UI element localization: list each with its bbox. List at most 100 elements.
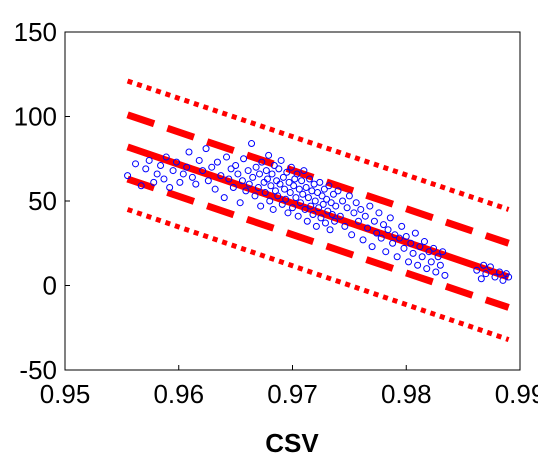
scatter-point xyxy=(328,211,336,219)
scatter-point xyxy=(293,170,301,178)
x-tick-label: 0.96 xyxy=(153,379,204,409)
scatter-point xyxy=(321,219,329,227)
scatter-point xyxy=(350,209,358,217)
scatter-point xyxy=(398,222,406,230)
scatter-point xyxy=(389,239,397,247)
scatter-point xyxy=(348,231,356,239)
y-tick-label: 100 xyxy=(14,102,57,132)
scatter-point xyxy=(477,275,485,283)
scatter-point xyxy=(277,156,285,164)
scatter-point xyxy=(270,162,278,170)
scatter-point xyxy=(311,197,319,205)
scatter-point xyxy=(132,160,140,168)
scatter-point xyxy=(183,163,191,171)
scatter-point xyxy=(405,258,413,266)
scatter-point xyxy=(269,205,277,213)
points-layer xyxy=(124,140,513,284)
scatter-point xyxy=(265,151,273,159)
scatter-point xyxy=(261,189,269,197)
scatter-point xyxy=(345,192,353,200)
scatter-point xyxy=(251,192,259,200)
scatter-point xyxy=(220,194,228,202)
scatter-point xyxy=(289,204,296,212)
scatter-point xyxy=(202,145,210,153)
scatter-point xyxy=(307,202,315,210)
scatter-point xyxy=(420,238,428,246)
scatter-point xyxy=(176,178,184,186)
scatter-point xyxy=(199,167,207,175)
scatter-point xyxy=(217,172,225,180)
scatter-point xyxy=(400,244,408,252)
scatter-point xyxy=(245,180,253,188)
scatter-point xyxy=(244,167,252,175)
scatter-point xyxy=(327,199,335,207)
scatter-point xyxy=(339,197,347,205)
scatter-point xyxy=(393,253,401,261)
dotted-bound-line xyxy=(126,78,510,212)
x-axis-label: CSV xyxy=(265,428,319,458)
scatter-point xyxy=(225,175,233,183)
scatter-point xyxy=(137,182,145,190)
scatter-point xyxy=(179,170,187,178)
scatter-point xyxy=(425,248,433,256)
scatter-point xyxy=(287,163,295,171)
scatter-point xyxy=(294,212,302,220)
scatter-point xyxy=(352,199,360,207)
dashed-bound-line xyxy=(126,111,510,247)
scatter-point xyxy=(317,214,325,222)
scatter-point xyxy=(315,204,323,212)
scatter-point xyxy=(188,173,196,181)
scatter-point xyxy=(359,236,367,244)
scatter-point xyxy=(343,204,351,212)
scatter-point xyxy=(386,214,394,222)
scatter-point xyxy=(124,172,132,180)
scatter-point xyxy=(316,178,324,186)
scatter-point xyxy=(234,170,242,178)
scatter-point xyxy=(227,165,235,173)
scatter-point xyxy=(414,261,422,269)
scatter-point xyxy=(281,185,289,193)
scatter-point xyxy=(208,163,216,171)
scatter-point xyxy=(195,156,203,164)
scatter-point xyxy=(366,202,374,210)
scatter-point xyxy=(505,273,513,281)
scatter-point xyxy=(236,199,244,207)
scatter-point xyxy=(312,222,320,230)
scatter-point xyxy=(166,183,174,191)
series-layer xyxy=(126,78,510,342)
scatter-point xyxy=(418,253,426,261)
scatter-point xyxy=(319,200,327,208)
ticks-layer: 0.95 0.96 0.97 0.98 0.99 -50 0 50 100 150 xyxy=(14,17,538,409)
scatter-point xyxy=(416,243,424,251)
scatter-point xyxy=(257,202,265,210)
scatter-point xyxy=(441,271,449,279)
scatter-point xyxy=(160,175,168,183)
scatter-point xyxy=(432,268,440,276)
scatter-point xyxy=(285,178,293,186)
scatter-point xyxy=(157,162,165,170)
scatter-point xyxy=(172,158,180,166)
scatter-point xyxy=(326,226,334,234)
dashed-bound-line xyxy=(126,175,510,311)
scatter-point xyxy=(486,263,494,271)
scatter-point xyxy=(430,244,438,252)
x-tick-label: 0.97 xyxy=(267,379,318,409)
scatter-point xyxy=(254,183,262,191)
scatter-point xyxy=(496,268,504,276)
scatter-point xyxy=(314,189,322,197)
scatter-point xyxy=(268,170,276,178)
scatter-point xyxy=(223,153,231,161)
scatter-point xyxy=(329,190,337,198)
scatter-point xyxy=(185,148,193,156)
scatter-point xyxy=(276,180,284,188)
scatter-point xyxy=(341,222,349,230)
scatter-point xyxy=(482,270,490,278)
scatter-point xyxy=(162,153,170,161)
scatter-point xyxy=(439,248,447,256)
scatter-point xyxy=(411,229,419,237)
scatter-point xyxy=(357,205,365,213)
scatter-point xyxy=(306,175,314,183)
scatter-point xyxy=(275,165,283,173)
scatter-point xyxy=(242,187,250,195)
